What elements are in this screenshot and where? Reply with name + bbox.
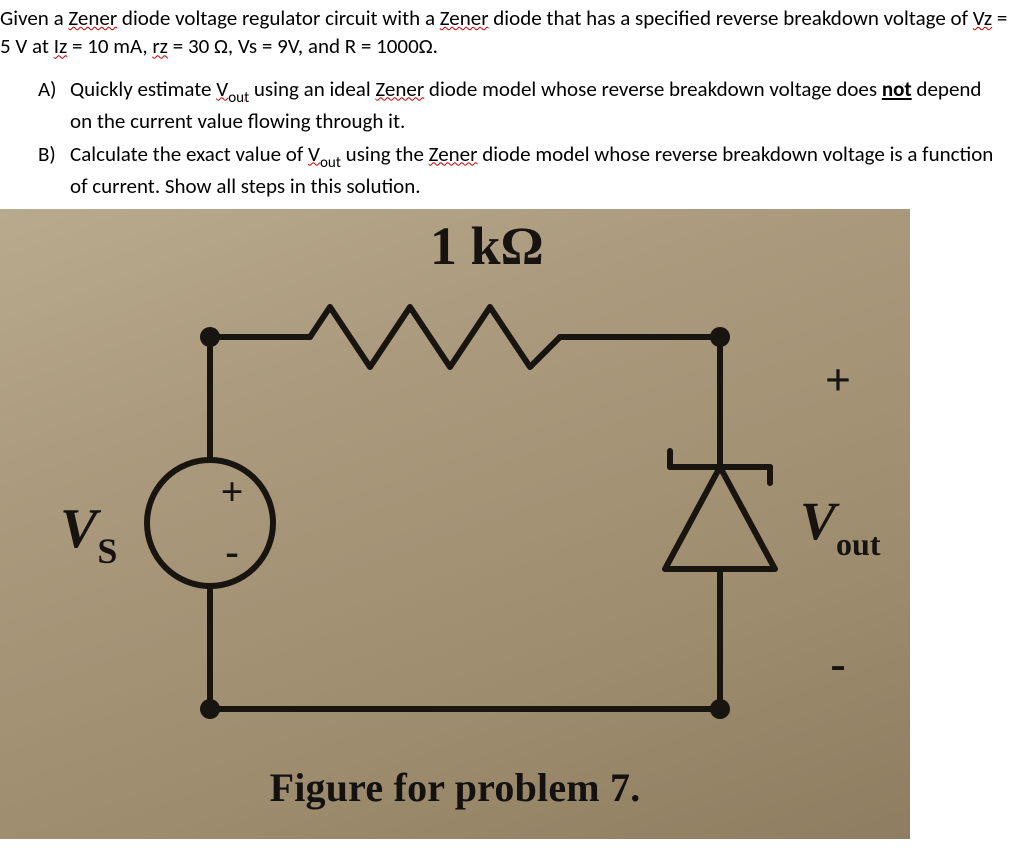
word-zener: Zener — [440, 5, 489, 31]
vout-plus: + — [825, 354, 851, 405]
text: diode voltage regulator circuit with a — [117, 5, 440, 31]
symbol-vz: Vz — [973, 5, 992, 31]
word-not: not — [882, 76, 912, 102]
text: = 10 mA, — [67, 33, 152, 59]
symbol-vout: Vout — [216, 76, 249, 102]
source-minus: - — [225, 529, 238, 574]
figure-photo: 1 kΩ + - VS — [0, 209, 910, 839]
symbol-iz: Iz — [54, 33, 68, 59]
circuit-diagram: 1 kΩ + - VS — [0, 209, 910, 839]
part-a: A) Quickly estimate Vout using an ideal … — [38, 75, 1006, 136]
word-zener: Zener — [375, 76, 424, 102]
word-zener: Zener — [429, 141, 478, 167]
resistor-label: 1 kΩ — [430, 216, 544, 276]
intro-paragraph: Given a Zener diode voltage regulator ci… — [0, 4, 1016, 61]
text: using the — [341, 141, 429, 167]
vout-label: Vout — [800, 491, 881, 562]
subscript: out — [320, 154, 341, 172]
text: Calculate the exact value of — [70, 141, 308, 167]
voltage-source — [147, 460, 273, 586]
vout-minus: - — [830, 638, 845, 689]
subscript: out — [228, 89, 249, 107]
vs-label: VS — [60, 498, 117, 571]
text: = 30 Ω, Vs = 9V, and R = 1000Ω. — [168, 33, 438, 59]
text: Given a — [0, 5, 68, 31]
text: diode model whose reverse breakdown volt… — [424, 76, 882, 102]
text: Quickly estimate — [70, 76, 216, 102]
zener-triangle — [665, 467, 775, 569]
word-zener: Zener — [68, 5, 117, 31]
text: using an ideal — [249, 76, 375, 102]
text: diode that has a specified reverse break… — [489, 5, 973, 31]
source-plus: + — [221, 469, 244, 514]
list-marker: A) — [38, 75, 57, 103]
list-marker: B) — [38, 140, 56, 168]
figure-caption: Figure for problem 7. — [0, 764, 910, 811]
symbol-rz: rz — [152, 33, 168, 59]
part-b: B) Calculate the exact value of Vout usi… — [38, 140, 1006, 201]
resistor — [310, 307, 560, 367]
symbol-vout: Vout — [308, 141, 341, 167]
parts-list: A) Quickly estimate Vout using an ideal … — [0, 75, 1016, 201]
problem-statement: Given a Zener diode voltage regulator ci… — [0, 0, 1024, 201]
